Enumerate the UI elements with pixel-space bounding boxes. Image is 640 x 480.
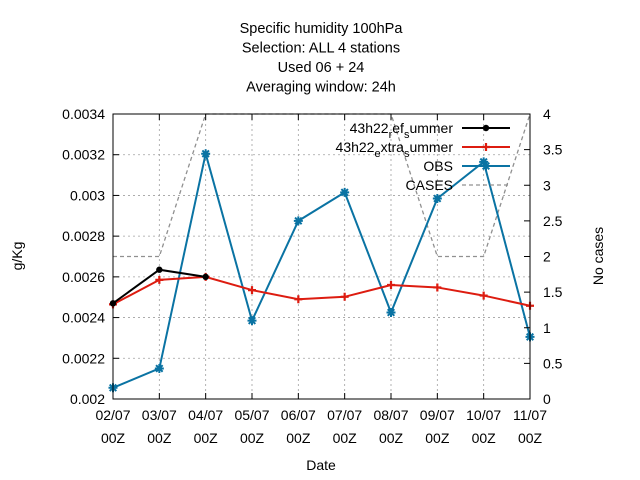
legend-label-1: 43h22extrasummer bbox=[336, 139, 454, 160]
plot-series bbox=[108, 113, 535, 393]
x-tick-label-date: 11/07 bbox=[513, 407, 547, 423]
x-tick-label-date: 07/07 bbox=[327, 407, 362, 423]
legend-label-0: 43h22refsummer bbox=[350, 120, 454, 141]
y2-tick-label: 3.5 bbox=[543, 142, 563, 158]
legend-label-part: ef bbox=[392, 120, 404, 136]
legend-label-part: 43h22 bbox=[350, 120, 389, 136]
data-point-1 bbox=[433, 283, 442, 292]
legend-marker-1 bbox=[482, 143, 490, 151]
legend-label-2: OBS bbox=[423, 158, 453, 174]
data-point-2 bbox=[154, 363, 164, 373]
data-point-1 bbox=[387, 281, 395, 289]
x-tick-label-date: 03/07 bbox=[142, 407, 177, 423]
title-line: Used 06 + 24 bbox=[278, 60, 365, 76]
title-line: Specific humidity 100hPa bbox=[240, 21, 404, 37]
y-tick-label: 0.0022 bbox=[62, 350, 105, 366]
series-line-1 bbox=[112, 275, 531, 307]
series-3 bbox=[113, 113, 531, 258]
y-tick-label: 0.0026 bbox=[62, 269, 105, 285]
data-point-1 bbox=[294, 295, 303, 304]
series-line-2 bbox=[112, 153, 531, 389]
y2-axis-label: No cases bbox=[590, 227, 606, 285]
y2-tick-label: 0.5 bbox=[543, 355, 563, 371]
axis-ticks: 0.002 0.0022 0.0024 0.0026 0.0028 0.003 0.0032… bbox=[62, 106, 563, 446]
x-tick-label-time: 00Z bbox=[240, 430, 265, 446]
x-tick-label-time: 00Z bbox=[101, 430, 126, 446]
x-tick-label-time: 00Z bbox=[147, 430, 172, 446]
x-tick-label-date: 05/07 bbox=[234, 407, 269, 423]
x-axis-label: Date bbox=[306, 457, 336, 473]
y2-tick-label: 2.5 bbox=[543, 213, 563, 229]
data-point-1 bbox=[155, 275, 164, 284]
legend-label-3: CASES bbox=[406, 177, 453, 193]
chart-title: Specific humidity 100hPa Selection: ALL 4… bbox=[240, 21, 404, 96]
data-point-2 bbox=[386, 307, 396, 317]
data-point-2 bbox=[201, 149, 211, 159]
x-tick-label-date: 06/07 bbox=[281, 407, 316, 423]
x-tick-label-date: 08/07 bbox=[373, 407, 408, 423]
legend-label-part: s bbox=[404, 148, 410, 160]
data-point-2 bbox=[479, 157, 489, 167]
data-point-1 bbox=[248, 286, 256, 295]
y-tick-label: 0.0032 bbox=[62, 147, 105, 163]
legend-label-part: s bbox=[404, 129, 410, 141]
y2-tick-label: 3 bbox=[543, 177, 551, 193]
x-tick-label-time: 00Z bbox=[379, 430, 404, 446]
x-tick-label-time: 00Z bbox=[286, 430, 311, 446]
data-point-1 bbox=[479, 291, 488, 300]
y2-tick-label: 1.5 bbox=[543, 284, 563, 300]
y2-tick-label: 4 bbox=[543, 106, 551, 122]
series-1 bbox=[109, 272, 534, 310]
data-point-2 bbox=[247, 316, 257, 326]
legend-marker-0 bbox=[482, 124, 490, 132]
x-tick-label-time: 00Z bbox=[518, 430, 543, 446]
y-tick-label: 0.0024 bbox=[62, 310, 105, 326]
y2-tick-label: 0 bbox=[543, 391, 551, 407]
legend-label-part: 43h22 bbox=[336, 139, 375, 155]
x-tick-label-time: 00Z bbox=[425, 430, 450, 446]
legend-label-part: xtra bbox=[381, 139, 405, 155]
title-line: Selection: ALL 4 stations bbox=[242, 41, 400, 57]
y-tick-label: 0.0034 bbox=[62, 106, 105, 122]
data-point-2 bbox=[293, 216, 303, 226]
y2-tick-label: 2 bbox=[543, 249, 551, 265]
legend-label-part: OBS bbox=[423, 158, 453, 174]
data-point-1 bbox=[340, 292, 349, 301]
y-axis-label: g/Kg bbox=[9, 242, 25, 271]
legend-label-part: r bbox=[389, 129, 393, 141]
x-tick-label-date: 02/07 bbox=[95, 407, 130, 423]
data-point-0 bbox=[202, 273, 209, 281]
legend-label-part: CASES bbox=[406, 177, 453, 193]
data-point-2 bbox=[432, 193, 442, 203]
y-tick-label: 0.003 bbox=[70, 187, 105, 203]
series-line-3 bbox=[113, 113, 531, 258]
x-tick-label-date: 10/07 bbox=[466, 407, 501, 423]
y-tick-label: 0.0028 bbox=[62, 228, 105, 244]
x-tick-label-time: 00Z bbox=[472, 430, 497, 446]
y-tick-label: 0.002 bbox=[70, 391, 105, 407]
data-point-0 bbox=[156, 266, 163, 273]
legend-marker-2 bbox=[481, 161, 491, 171]
y2-tick-label: 1 bbox=[543, 320, 551, 336]
title-line: Averaging window: 24h bbox=[246, 80, 396, 96]
legend-label-part: ummer bbox=[409, 139, 453, 155]
legend-label-part: ummer bbox=[409, 120, 453, 136]
x-tick-label-date: 09/07 bbox=[420, 407, 455, 423]
legend-label-part: e bbox=[374, 148, 380, 160]
x-tick-label-time: 00Z bbox=[194, 430, 219, 446]
x-tick-label-time: 00Z bbox=[333, 430, 358, 446]
x-tick-label-date: 04/07 bbox=[188, 407, 223, 423]
data-point-2 bbox=[340, 187, 350, 197]
